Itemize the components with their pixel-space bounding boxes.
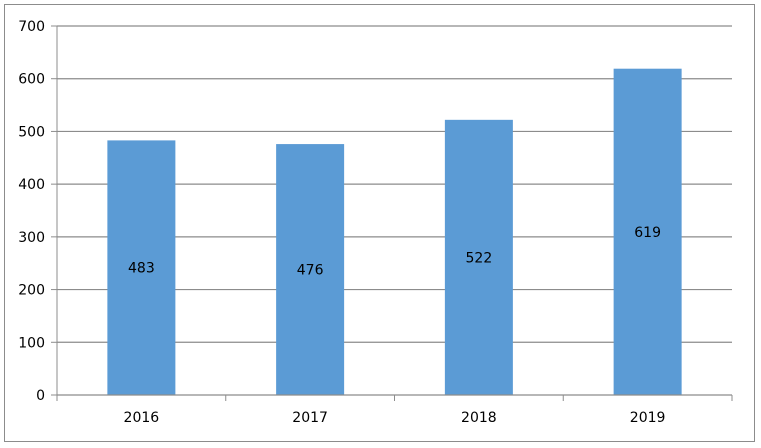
bar-2018 bbox=[444, 119, 513, 396]
y-tick-label: 700 bbox=[18, 19, 45, 35]
y-tick-label: 100 bbox=[18, 335, 45, 351]
y-tick-label: 0 bbox=[36, 388, 45, 404]
x-tick-label-2019: 2019 bbox=[630, 410, 666, 426]
y-tick-label: 200 bbox=[18, 283, 45, 299]
y-tick-label: 400 bbox=[18, 177, 45, 193]
x-tick-label-2017: 2017 bbox=[292, 410, 328, 426]
x-tick-label-2018: 2018 bbox=[461, 410, 497, 426]
data-label-2019: 619 bbox=[634, 225, 661, 241]
y-tick-label: 500 bbox=[18, 124, 45, 140]
data-label-2018: 522 bbox=[466, 250, 493, 266]
data-label-2016: 483 bbox=[128, 261, 155, 277]
y-tick-label: 300 bbox=[18, 230, 45, 246]
bar-2017 bbox=[276, 144, 345, 395]
bar-2019 bbox=[613, 68, 682, 395]
x-tick-label-2016: 2016 bbox=[124, 410, 160, 426]
bar-2016 bbox=[107, 140, 176, 395]
y-tick-label: 600 bbox=[18, 72, 45, 88]
data-label-2017: 476 bbox=[297, 263, 324, 279]
